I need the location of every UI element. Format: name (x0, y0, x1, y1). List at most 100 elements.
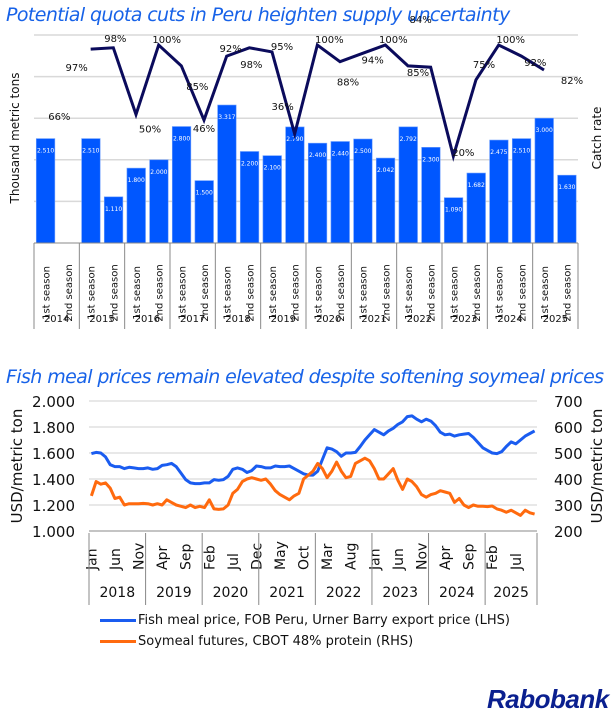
bar-value-label: 2.400 (309, 152, 326, 159)
soymeal-price-line (89, 456, 535, 517)
legend-label-fishmeal: Fish meal price, FOB Peru, Urner Barry e… (138, 613, 510, 628)
catch-rate-label: 94% (362, 55, 384, 66)
season-tick-label: 2nd season (109, 264, 120, 321)
bar-value-label: 1.500 (196, 190, 213, 197)
season-tick-label: 1st season (177, 266, 188, 320)
season-tick-label: 1st season (540, 266, 551, 320)
season-tick-label: 1st season (132, 266, 143, 320)
quota-bar (285, 126, 305, 244)
month-tick-label: Oct (297, 545, 313, 570)
chart-title-quota: Potential quota cuts in Peru heighten su… (6, 4, 510, 26)
season-tick-label: 1st season (223, 266, 234, 320)
year-tick-label: 2025 (493, 585, 529, 601)
season-tick-label: 1st season (359, 266, 370, 320)
season-tick-label: 2nd season (200, 264, 211, 321)
month-tick-label: Apr (155, 546, 171, 570)
season-tick-label: 2nd season (381, 264, 392, 321)
year-tick-label: 2023 (452, 314, 477, 325)
season-tick-label: 1st season (313, 266, 324, 320)
bar-value-label: 2.042 (377, 167, 394, 174)
y-tick-label: 1.600 (32, 445, 75, 463)
season-tick-label: 2nd season (472, 264, 483, 321)
bar-value-label: 2.792 (400, 136, 417, 143)
month-tick-label: Jun (108, 548, 124, 571)
y2-tick-label: 200 (554, 523, 583, 541)
bar-value-label: 1.630 (558, 184, 575, 191)
catch-rate-label: 100% (496, 35, 525, 46)
year-tick-label: 2018 (99, 585, 135, 601)
y-tick-label: 1.800 (32, 419, 75, 437)
year-tick-label: 2021 (361, 314, 386, 325)
season-tick-label: 1st season (449, 266, 460, 320)
year-tick-label: 2022 (326, 585, 362, 601)
bar-value-label: 3.317 (218, 114, 235, 121)
month-tick-label: Feb (485, 545, 501, 570)
catch-rate-label: 98% (240, 60, 262, 71)
season-tick-label: 2nd season (155, 264, 166, 321)
bar-value-label: 2.440 (332, 150, 349, 157)
month-tick-label: Jan (367, 548, 383, 571)
year-tick-label: 2024 (497, 314, 522, 325)
year-tick-label: 2016 (135, 314, 160, 325)
catch-rate-label: 98% (104, 34, 126, 45)
year-tick-label: 2022 (407, 314, 432, 325)
month-tick-label: Feb (202, 545, 218, 570)
season-tick-label: 2nd season (563, 264, 574, 321)
legend-swatch-fishmeal (100, 619, 136, 622)
bar-value-label: 2.510 (513, 148, 530, 155)
catch-rate-label: 100% (379, 35, 408, 46)
year-tick-label: 2024 (439, 585, 475, 601)
rabobank-logo: Rabobank (487, 684, 609, 714)
year-tick-label: 2023 (382, 585, 418, 601)
y-tick-label: 1.400 (32, 471, 75, 489)
season-tick-label: 2nd season (245, 264, 256, 321)
catch-rate-label: 85% (407, 68, 429, 79)
bar-value-label: 2.500 (354, 148, 371, 155)
bar-value-label: 1.110 (105, 206, 122, 213)
catch-rate-label: 100% (315, 35, 344, 46)
year-tick-label: 2015 (89, 314, 114, 325)
y2-tick-label: 400 (554, 471, 583, 489)
legend-item-soymeal: Soymeal futures, CBOT 48% protein (RHS) (100, 634, 413, 649)
season-tick-label: 2nd season (291, 264, 302, 321)
month-tick-label: Mar (320, 543, 336, 570)
catch-rate-label: 85% (186, 82, 208, 93)
season-tick-label: 2nd season (427, 264, 438, 321)
catch-rate-label: 84% (410, 15, 432, 26)
bar-value-label: 3.000 (536, 127, 553, 134)
y-tick-label: 1.200 (32, 497, 75, 515)
bar-value-label: 2.300 (422, 156, 439, 163)
quota-bar (171, 126, 192, 244)
season-tick-label: 1st season (41, 266, 52, 320)
bar-value-label: 2.510 (82, 148, 99, 155)
catch-rate-label: 75% (473, 60, 495, 71)
season-tick-label: 2nd season (517, 264, 528, 321)
year-tick-label: 2019 (156, 585, 192, 601)
season-tick-label: 2nd season (336, 264, 347, 321)
bar-value-label: 2.100 (264, 165, 281, 172)
bar-value-label: 2.200 (241, 160, 258, 167)
bar-value-label: 1.800 (128, 177, 145, 184)
month-tick-label: Jul (226, 553, 242, 571)
month-tick-label: May (273, 541, 289, 570)
catch-rate-label: 66% (48, 112, 70, 123)
month-tick-label: Sep (462, 544, 478, 571)
bar-value-label: 2.800 (173, 136, 190, 143)
legend-label-soymeal: Soymeal futures, CBOT 48% protein (RHS) (138, 634, 414, 649)
year-tick-label: 2014 (44, 314, 69, 325)
year-tick-label: 2021 (269, 585, 305, 601)
catch-rate-label: 95% (271, 42, 293, 53)
legend-item-fishmeal: Fish meal price, FOB Peru, Urner Barry e… (100, 613, 510, 628)
catch-rate-label: 82% (561, 76, 583, 87)
season-tick-label: 1st season (495, 266, 506, 320)
bar-value-label: 2.475 (490, 149, 507, 156)
y-axis-title: Thousand metric tons (8, 73, 22, 205)
quota-bar (443, 197, 464, 244)
quota-bar (217, 104, 237, 244)
y-tick-label: 1.000 (32, 523, 75, 541)
catch-rate-label: 92% (220, 44, 242, 55)
catch-rate-line (90, 42, 545, 162)
bar-value-label: 2.510 (37, 148, 54, 155)
bar-value-label: 1.682 (468, 182, 485, 189)
